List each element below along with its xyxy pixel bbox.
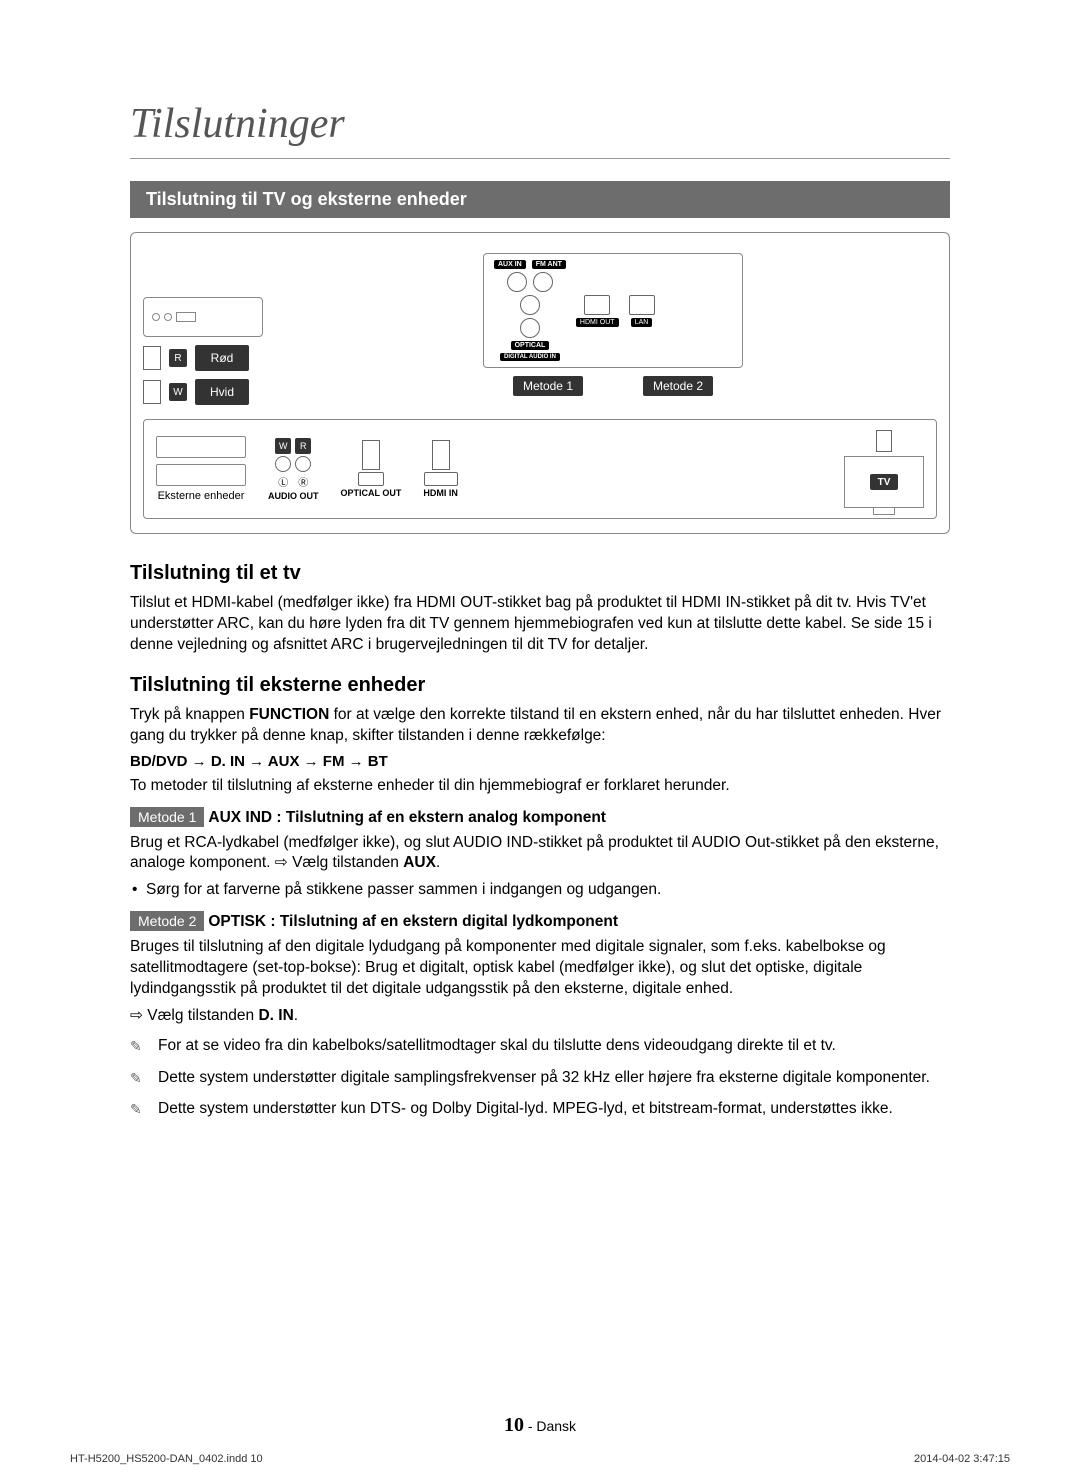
hdmi-out-label: HDMI OUT [576,318,619,327]
section-title: Tilslutninger [130,100,950,148]
fm-ant-label: FM ANT [532,260,566,269]
heading-tv: Tilslutning til et tv [130,562,950,585]
port-icon [520,318,540,338]
port-icon [533,272,553,292]
note-icon: ✎ [130,1100,142,1120]
mode-sequence: BD/DVD → D. IN → AUX → FM → BT [130,753,950,770]
power-plug-icon [876,430,892,452]
method2-label: Metode 2 [643,376,713,396]
lan-label: LAN [631,318,653,327]
method2-heading: Metode 2OPTISK : Tilslutning af en ekste… [130,911,950,931]
port-icon [520,295,540,315]
method1-bullet: Sørg for at farverne på stikkene passer … [130,880,950,901]
external-devices-label: Eksterne enheder [158,490,245,502]
note-1: ✎For at se video fra din kabelboks/satel… [130,1035,950,1057]
ext-device-icon [156,464,246,486]
heading-ext: Tilslutning til eksterne enheder [130,674,950,697]
white-cable-row: W Hvid [143,379,273,405]
red-cable-row: R Rød [143,345,273,371]
audio-out-ports: W R ⓁⓇ AUDIO OUT [268,438,319,501]
para-ext-methods: To metoder til tilslutning af eksterne e… [130,776,950,797]
note-icon: ✎ [130,1069,142,1089]
plug-icon [143,346,161,370]
method2-select: ⇨ Vælg tilstanden D. IN. [130,1006,950,1027]
note-2: ✎Dette system understøtter digitale samp… [130,1067,950,1089]
port-icon [507,272,527,292]
rear-panel-ports: AUX IN FM ANT OPTICAL DIGITAL AUDIO IN HD… [483,253,743,368]
method2-body: Bruges til tilslutning af den digitale l… [130,937,950,1000]
external-devices-row: Eksterne enheder W R ⓁⓇ AUDIO OUT OPTICA… [143,419,937,519]
device-top-view [143,297,263,337]
ext-device-icon [156,436,246,458]
w-label: W [169,383,187,401]
note-icon: ✎ [130,1037,142,1057]
page-footer: 10 - Dansk [0,1414,1080,1437]
para-ext-intro: Tryk på knappen FUNCTION for at vælge de… [130,705,950,747]
divider [130,158,950,159]
lan-port-icon [629,295,655,315]
plug-icon [143,380,161,404]
optical-out-port: OPTICAL OUT [341,440,402,498]
banner-heading: Tilslutning til TV og eksterne enheder [130,181,950,218]
para-tv: Tilslut et HDMI-kabel (medfølger ikke) f… [130,593,950,656]
optical-label: OPTICAL [511,341,550,350]
note-3: ✎Dette system understøtter kun DTS- og D… [130,1098,950,1120]
hdmi-port-icon [584,295,610,315]
digital-audio-in-label: DIGITAL AUDIO IN [500,353,560,361]
method1-body: Brug et RCA-lydkabel (medfølger ikke), o… [130,833,950,875]
tv-icon: TV [844,456,924,508]
aux-in-label: AUX IN [494,260,526,269]
method1-heading: Metode 1AUX IND : Tilslutning af en ekst… [130,807,950,827]
red-label: Rød [195,345,249,371]
white-label: Hvid [195,379,249,405]
method1-label: Metode 1 [513,376,583,396]
r-label: R [169,349,187,367]
connection-diagram: R Rød W Hvid AUX IN FM ANT OPTICAL [130,232,950,534]
print-metadata: HT-H5200_HS5200-DAN_0402.indd 10 2014-04… [70,1453,1010,1465]
hdmi-in-port: HDMI IN [423,440,458,498]
